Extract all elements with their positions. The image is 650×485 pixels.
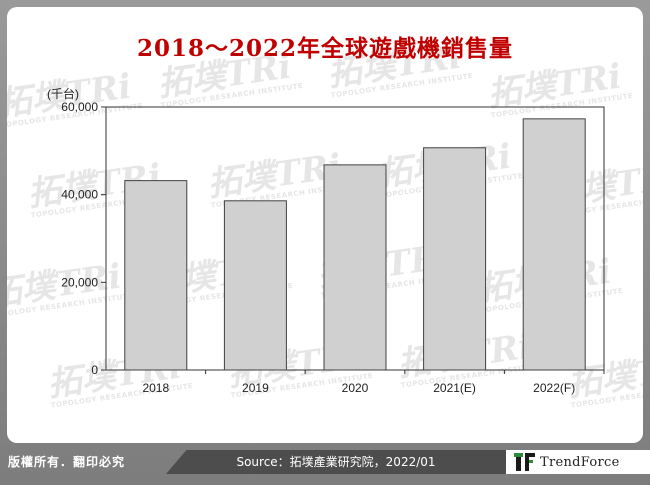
chart-title: 2018～2022年全球遊戲機銷售量 (136, 35, 514, 62)
bar-2019 (223, 200, 287, 371)
chart-card: 拓墣TRi TOPOLOGY RESEARCH INSTITUTE 拓墣TRi TOP… (7, 7, 643, 443)
copyright-notice: 版權所有．翻印必究 (8, 455, 126, 469)
bar-chart: 0 20,000 40,000 60,000(千台) 2018 2019 2020 2021(… (47, 86, 605, 395)
bar-2020 (323, 164, 387, 371)
y-tick-label: 20,000 (61, 275, 98, 289)
y-tick-label: 60,000 (61, 100, 98, 114)
footer-bar: 版權所有．翻印必究 Source：拓墣產業研究院，2022/01 TrendFo… (0, 443, 650, 485)
x-tick-label: 2020 (342, 381, 369, 395)
x-tick-label: 2018 (142, 381, 169, 395)
trendforce-logo-icon (514, 453, 535, 471)
x-tick-label: 2021(E) (433, 381, 476, 395)
bar-2021e (423, 147, 487, 371)
brand-name: TrendForce (540, 454, 620, 470)
bar-2018 (124, 180, 188, 371)
x-tick-label: 2019 (242, 381, 269, 395)
source-label: Source：拓墣產業研究院，2022/01 (166, 450, 506, 474)
y-axis-unit-label: (千台) (47, 86, 79, 101)
y-tick-label: 40,000 (61, 188, 98, 202)
brand-logo-block: TrendForce (506, 450, 650, 474)
x-tick-label: 2022(F) (533, 381, 575, 395)
y-tick-label: 0 (91, 363, 98, 377)
bar-2022f (522, 118, 586, 371)
